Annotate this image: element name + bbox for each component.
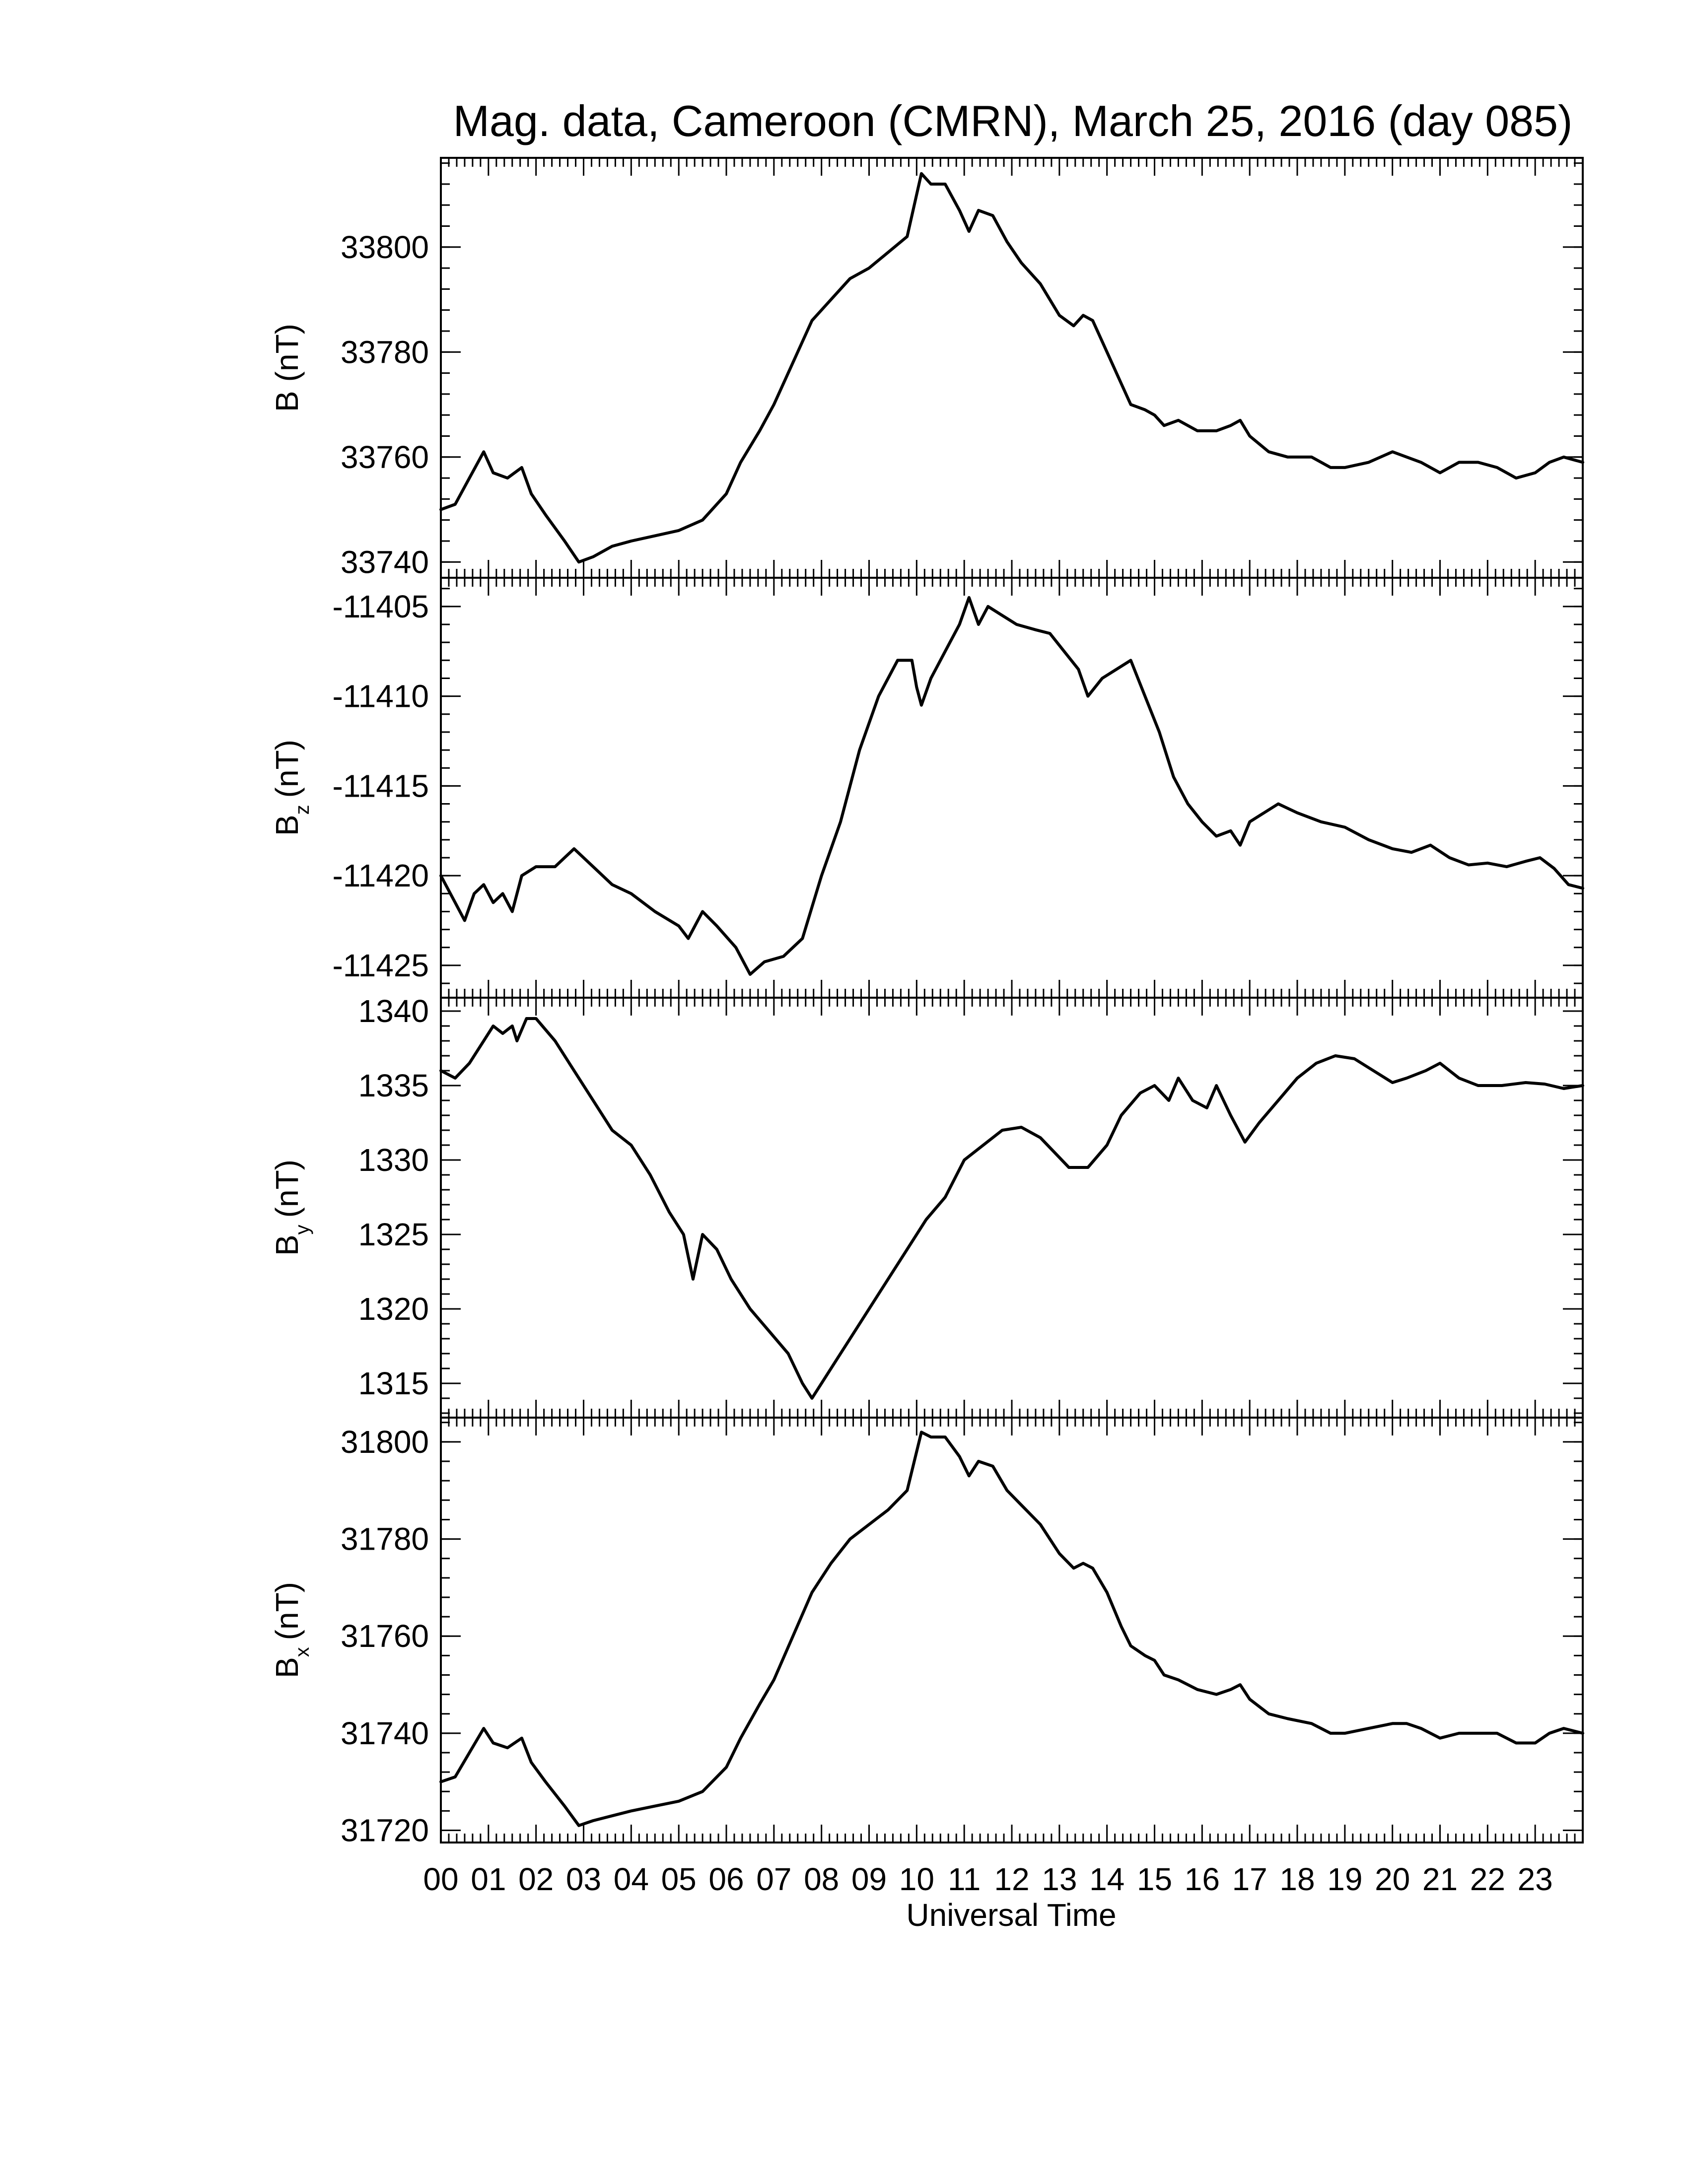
y-tick-label: -11405 bbox=[332, 589, 429, 624]
y-tick-label: 1315 bbox=[358, 1365, 429, 1401]
y-tick-labels: -11425 -11420 -11415 -11410 -11405 bbox=[332, 589, 429, 983]
x-tick-label: 16 bbox=[1185, 1861, 1220, 1897]
tick-marks bbox=[440, 998, 1584, 1418]
x-tick-label: 11 bbox=[948, 1861, 981, 1897]
x-tick-label: 15 bbox=[1137, 1861, 1172, 1897]
x-tick-label: 00 bbox=[423, 1861, 458, 1897]
x-tick-label: 14 bbox=[1089, 1861, 1125, 1897]
y-axis-subscript: y bbox=[291, 1225, 313, 1234]
x-tick-label: 07 bbox=[756, 1861, 791, 1897]
x-tick-label: 08 bbox=[804, 1861, 839, 1897]
y-axis-title: B (nT) bbox=[269, 324, 305, 412]
y-tick-label: 33780 bbox=[341, 334, 429, 370]
x-tick-label: 18 bbox=[1279, 1861, 1315, 1897]
y-tick-label: 33740 bbox=[341, 544, 429, 580]
x-tick-label: 04 bbox=[614, 1861, 649, 1897]
y-tick-label: -11425 bbox=[332, 948, 429, 983]
panel-by: 1315 1320 1325 1330 1335 1340 By (nT) bbox=[269, 993, 1584, 1419]
y-axis-symbol: B bbox=[269, 391, 305, 412]
by-trace bbox=[439, 1017, 1584, 1400]
y-axis-title: Bx (nT) bbox=[269, 1582, 313, 1678]
panel-b-total: 33740 33760 33780 33800 B (nT) bbox=[269, 157, 1584, 580]
x-tick-label: 17 bbox=[1232, 1861, 1267, 1897]
y-tick-label: 33800 bbox=[341, 229, 429, 265]
y-tick-label: 31720 bbox=[341, 1813, 429, 1848]
x-tick-label: 02 bbox=[518, 1861, 554, 1897]
plot-frame bbox=[440, 577, 1584, 999]
x-tick-label: 12 bbox=[994, 1861, 1029, 1897]
tick-marks bbox=[440, 578, 1584, 998]
x-tick-label: 03 bbox=[566, 1861, 601, 1897]
y-axis-subscript: z bbox=[291, 805, 313, 815]
x-tick-label: 23 bbox=[1518, 1861, 1553, 1897]
b-total-trace bbox=[439, 172, 1584, 564]
x-tick-label: 20 bbox=[1375, 1861, 1410, 1897]
y-axis-title: By (nT) bbox=[269, 1160, 313, 1256]
x-axis-title: Universal Time bbox=[906, 1897, 1116, 1933]
y-tick-label: 33760 bbox=[341, 439, 429, 475]
y-axis-unit: (nT) bbox=[269, 324, 305, 382]
y-tick-label: 1335 bbox=[358, 1068, 429, 1103]
y-tick-label: 1330 bbox=[358, 1142, 429, 1178]
y-tick-label: 31780 bbox=[341, 1521, 429, 1557]
x-tick-label: 09 bbox=[851, 1861, 887, 1897]
x-tick-label: 10 bbox=[899, 1861, 934, 1897]
x-tick-label: 06 bbox=[708, 1861, 744, 1897]
bx-trace bbox=[439, 1431, 1584, 1827]
tick-marks bbox=[440, 1418, 1584, 1843]
y-tick-label: 31800 bbox=[341, 1424, 429, 1460]
tick-marks bbox=[440, 158, 1584, 578]
y-tick-label: 31760 bbox=[341, 1618, 429, 1654]
panel-bx: 31720 31740 31760 31780 31800 Bx (nT) bbox=[269, 1417, 1584, 1848]
x-tick-labels: 00 01 02 03 04 05 06 07 08 09 10 11 12 13 14 15 16 17 18 19… bbox=[423, 1861, 1552, 1897]
y-tick-label: -11420 bbox=[332, 858, 429, 893]
plot-frame bbox=[440, 997, 1584, 1419]
y-tick-labels: 31720 31740 31760 31780 31800 bbox=[341, 1424, 429, 1848]
y-tick-label: 1340 bbox=[358, 993, 429, 1029]
x-tick-label: 01 bbox=[471, 1861, 506, 1897]
y-tick-labels: 1315 1320 1325 1330 1335 1340 bbox=[358, 993, 429, 1401]
y-axis-title: Bz (nT) bbox=[269, 740, 313, 836]
y-tick-label: 1320 bbox=[358, 1291, 429, 1327]
y-axis-symbol: B bbox=[269, 1234, 305, 1256]
chart-title: Mag. data, Cameroon (CMRN), March 25, 20… bbox=[453, 96, 1573, 145]
y-axis-unit: (nT) bbox=[269, 1582, 305, 1640]
x-tick-label: 21 bbox=[1422, 1861, 1458, 1897]
x-tick-label: 19 bbox=[1327, 1861, 1362, 1897]
plot-frame bbox=[440, 1417, 1584, 1843]
x-tick-label: 13 bbox=[1042, 1861, 1077, 1897]
y-axis-unit: (nT) bbox=[269, 1160, 305, 1218]
y-axis-subscript: x bbox=[291, 1647, 313, 1657]
x-tick-label: 22 bbox=[1470, 1861, 1505, 1897]
y-tick-label: -11410 bbox=[332, 679, 429, 714]
y-tick-label: -11415 bbox=[332, 768, 429, 804]
y-tick-label: 31740 bbox=[341, 1715, 429, 1751]
plot-frame bbox=[440, 157, 1584, 579]
x-tick-label: 05 bbox=[661, 1861, 697, 1897]
y-axis-unit: (nT) bbox=[269, 740, 305, 798]
bz-trace bbox=[439, 596, 1584, 976]
y-tick-labels: 33740 33760 33780 33800 bbox=[341, 229, 429, 580]
y-tick-label: 1325 bbox=[358, 1217, 429, 1252]
y-axis-symbol: B bbox=[269, 1657, 305, 1678]
y-axis-symbol: B bbox=[269, 815, 305, 836]
panel-bz: -11425 -11420 -11415 -11410 -11405 Bz (nT) bbox=[269, 577, 1584, 999]
